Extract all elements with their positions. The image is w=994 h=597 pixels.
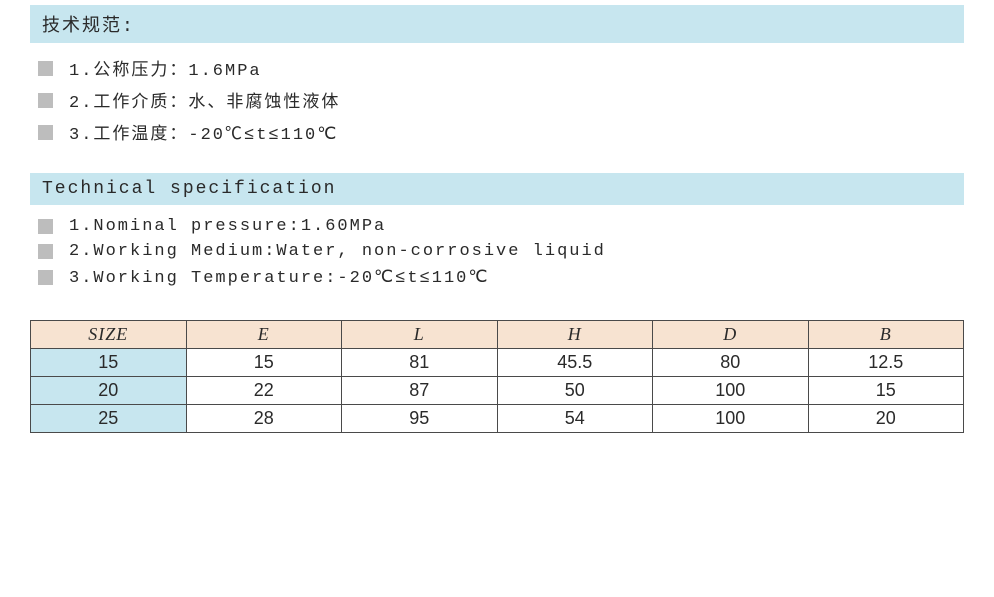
- square-bullet-icon: [38, 244, 53, 259]
- cell: 100: [653, 405, 809, 433]
- cell: 87: [342, 377, 498, 405]
- cell-size: 20: [31, 377, 187, 405]
- square-bullet-icon: [38, 61, 53, 76]
- spec-text: 1.Nominal pressure:1.60MPa: [69, 217, 386, 236]
- cell: 81: [342, 349, 498, 377]
- table-row: 15 15 81 45.5 80 12.5: [31, 349, 964, 377]
- document-page: 技术规范: 1.公称压力：1.6MPa 2.工作介质：水、非腐蚀性液体 3.工作…: [0, 0, 994, 453]
- cell: 12.5: [808, 349, 964, 377]
- table-header-row: SIZE E L H D B: [31, 321, 964, 349]
- cell: 22: [186, 377, 342, 405]
- col-e: E: [186, 321, 342, 349]
- dimensions-table-wrap: SIZE E L H D B 15 15 81 45.5 80 12.5: [30, 320, 964, 433]
- spec-text: 3.工作温度：-20℃≤t≤110℃: [69, 119, 338, 145]
- list-item: 3.工作温度：-20℃≤t≤110℃: [38, 119, 964, 145]
- spec-list-en: 1.Nominal pressure:1.60MPa 2.Working Med…: [38, 217, 964, 288]
- dimensions-table: SIZE E L H D B 15 15 81 45.5 80 12.5: [30, 320, 964, 433]
- square-bullet-icon: [38, 270, 53, 285]
- section-title-en: Technical specification: [42, 179, 336, 199]
- cell: 100: [653, 377, 809, 405]
- list-item: 2.工作介质：水、非腐蚀性液体: [38, 87, 964, 113]
- cell-size: 25: [31, 405, 187, 433]
- col-l: L: [342, 321, 498, 349]
- spec-text: 2.工作介质：水、非腐蚀性液体: [69, 87, 340, 113]
- cell: 80: [653, 349, 809, 377]
- list-item: 2.Working Medium:Water, non-corrosive li…: [38, 242, 964, 261]
- list-item: 1.Nominal pressure:1.60MPa: [38, 217, 964, 236]
- table-row: 25 28 95 54 100 20: [31, 405, 964, 433]
- table-row: 20 22 87 50 100 15: [31, 377, 964, 405]
- square-bullet-icon: [38, 125, 53, 140]
- spec-text: 1.公称压力：1.6MPa: [69, 55, 262, 81]
- list-item: 3.Working Temperature:-20℃≤t≤110℃: [38, 267, 964, 288]
- col-d: D: [653, 321, 809, 349]
- cell: 50: [497, 377, 653, 405]
- spec-list-cn: 1.公称压力：1.6MPa 2.工作介质：水、非腐蚀性液体 3.工作温度：-20…: [38, 55, 964, 145]
- cell-size: 15: [31, 349, 187, 377]
- square-bullet-icon: [38, 219, 53, 234]
- square-bullet-icon: [38, 93, 53, 108]
- cell: 28: [186, 405, 342, 433]
- section-title-cn: 技术规范:: [42, 17, 135, 37]
- cell: 95: [342, 405, 498, 433]
- cell: 54: [497, 405, 653, 433]
- spec-text: 3.Working Temperature:-20℃≤t≤110℃: [69, 267, 489, 288]
- cell: 15: [186, 349, 342, 377]
- cell: 20: [808, 405, 964, 433]
- spec-text: 2.Working Medium:Water, non-corrosive li…: [69, 242, 606, 261]
- col-h: H: [497, 321, 653, 349]
- cell: 45.5: [497, 349, 653, 377]
- list-item: 1.公称压力：1.6MPa: [38, 55, 964, 81]
- col-size: SIZE: [31, 321, 187, 349]
- section-header-cn: 技术规范:: [30, 5, 964, 43]
- section-header-en: Technical specification: [30, 173, 964, 205]
- cell: 15: [808, 377, 964, 405]
- col-b: B: [808, 321, 964, 349]
